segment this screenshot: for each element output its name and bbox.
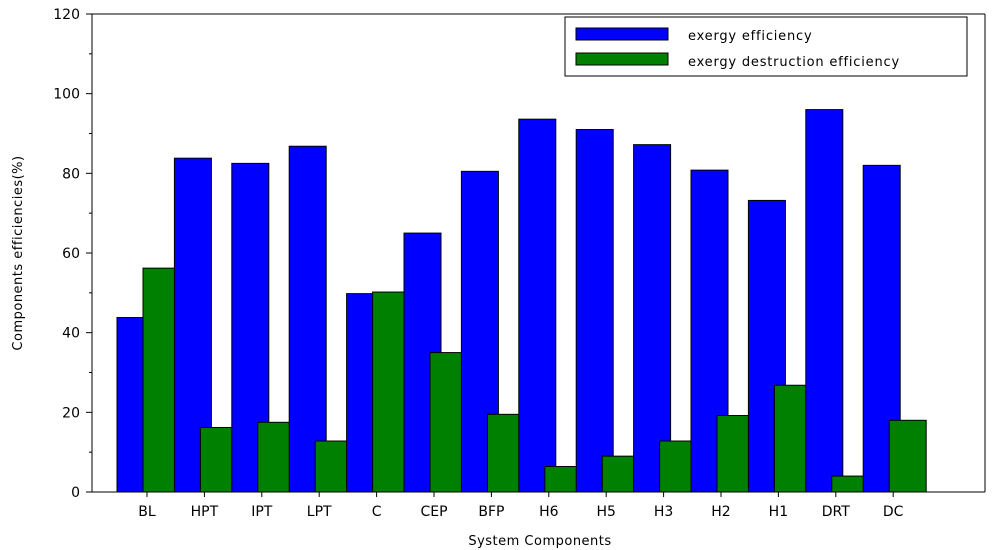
legend-box xyxy=(564,16,968,77)
y-tick-label: 120 xyxy=(53,7,80,23)
legend-swatch-exergy-efficiency xyxy=(575,27,669,41)
x-tick-label: H6 xyxy=(539,504,559,520)
bar-exergy-efficiency-h5 xyxy=(575,129,614,493)
bar-exergy-destruction-efficiency-h3 xyxy=(659,440,698,493)
y-tick-label: 60 xyxy=(62,246,80,262)
x-tick-label: DC xyxy=(883,504,904,520)
y-tick-label: 0 xyxy=(71,485,80,501)
bars-group xyxy=(116,109,927,493)
x-tick-label: DRT xyxy=(822,504,850,520)
bar-exergy-destruction-efficiency-h6 xyxy=(544,466,583,493)
x-ticks-group: BL HPT IPT LPT C CEP BFP H6 H5 H3 H2 H1 DRT DC xyxy=(138,492,904,520)
bar-exergy-destruction-efficiency-h1 xyxy=(773,384,812,493)
legend-label-exergy-destruction-efficiency: exergy destruction efficiency xyxy=(688,55,900,70)
y-tick-label: 40 xyxy=(62,326,80,342)
x-axis-title: System Components xyxy=(468,534,611,549)
y-tick-label: 100 xyxy=(53,87,80,103)
x-tick-label: HPT xyxy=(191,504,219,520)
bar-exergy-destruction-efficiency-bl xyxy=(142,267,181,493)
bar-exergy-efficiency-lpt xyxy=(288,145,327,493)
bar-exergy-destruction-efficiency-h2 xyxy=(716,415,755,493)
bar-exergy-efficiency-dc xyxy=(862,164,901,493)
bar-exergy-destruction-efficiency-dc xyxy=(888,419,927,493)
bar-exergy-efficiency-h3 xyxy=(633,144,672,493)
y-tick-label: 80 xyxy=(62,166,80,182)
legend: exergy efficiency exergy destruction eff… xyxy=(564,16,968,77)
y-axis-title: Components efficiencies(%) xyxy=(11,155,26,350)
legend-swatch-exergy-destruction-efficiency xyxy=(575,52,669,66)
y-tick-label: 20 xyxy=(62,405,80,421)
bar-exergy-efficiency-drt xyxy=(805,109,844,493)
legend-label-exergy-efficiency: exergy efficiency xyxy=(688,29,812,44)
bar-exergy-efficiency-h6 xyxy=(518,118,557,493)
x-tick-label: C xyxy=(372,504,382,520)
x-tick-label: BL xyxy=(138,504,156,520)
x-tick-label: IPT xyxy=(251,504,273,520)
y-ticks-group: 0 20 40 60 80 100 120 xyxy=(53,7,92,501)
x-tick-label: H3 xyxy=(654,504,673,520)
bar-exergy-destruction-efficiency-ipt xyxy=(257,421,296,493)
x-tick-label: CEP xyxy=(420,504,447,520)
x-tick-label: H2 xyxy=(711,504,730,520)
x-tick-label: LPT xyxy=(307,504,332,520)
x-tick-label: H1 xyxy=(769,504,788,520)
x-tick-label: BFP xyxy=(478,504,504,520)
x-tick-label: H5 xyxy=(596,504,615,520)
